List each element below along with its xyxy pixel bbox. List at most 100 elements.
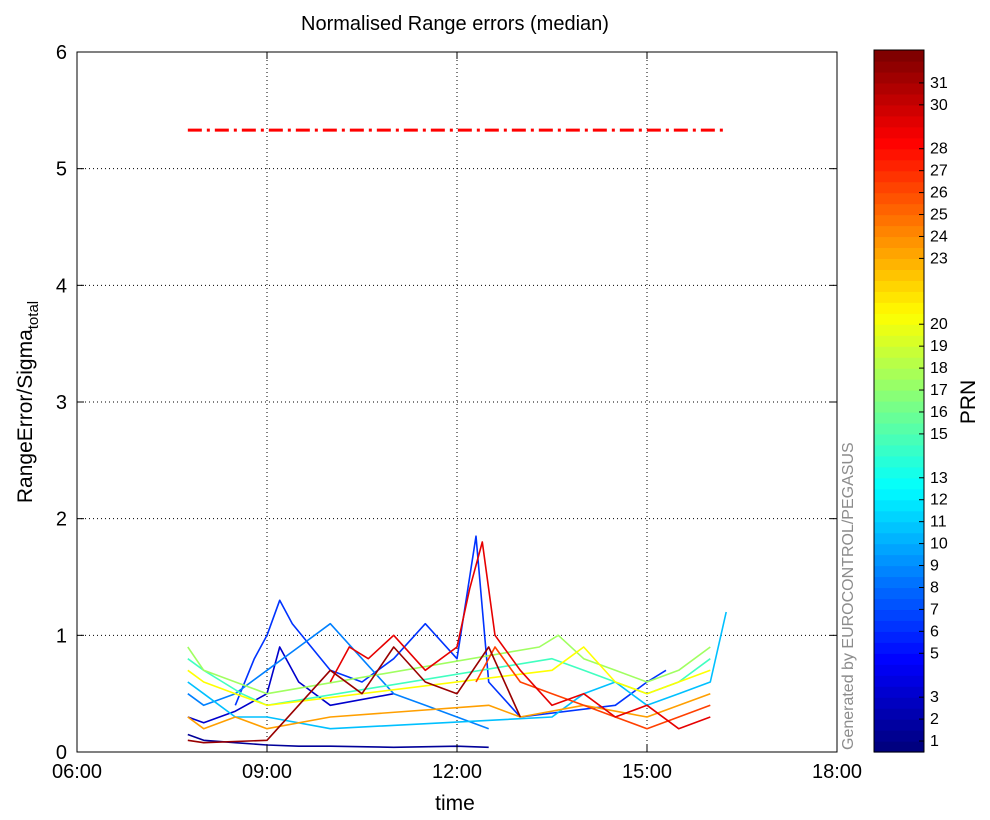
colorbar-segment: [874, 214, 924, 227]
colorbar-segment: [874, 499, 924, 512]
colorbar-segment: [874, 609, 924, 621]
colorbar-tick-label: 11: [930, 514, 947, 531]
colorbar-segment: [874, 104, 924, 117]
colorbar: [874, 50, 924, 753]
series-layer: [187, 535, 727, 749]
colorbar-tick-label: 18: [930, 360, 948, 377]
series-line-prn-5: [234, 535, 667, 718]
colorbar-tick-label: 13: [930, 470, 948, 487]
colorbar-tick-label: 10: [930, 536, 948, 553]
series-line-prn-24: [187, 692, 711, 730]
colorbar-segment: [874, 71, 924, 84]
colorbar-ticks: 1235678910111213151617181920232425262728…: [919, 75, 948, 750]
colorbar-tick-label: 30: [930, 97, 948, 114]
colorbar-segment: [874, 203, 924, 216]
colorbar-segment: [874, 291, 924, 303]
colorbar-segment: [874, 565, 924, 578]
colorbar-segment: [874, 510, 924, 523]
x-tick-label: 15:00: [622, 761, 672, 783]
y-axis-label-subscript: total: [25, 301, 42, 329]
y-axis-label: RangeError/Sigmatotal: [14, 301, 42, 503]
x-axis-label: time: [435, 792, 475, 815]
series-line-prn-11: [187, 611, 727, 730]
colorbar-segment: [874, 653, 924, 665]
colorbar-tick-label: 3: [930, 689, 939, 706]
series-line-prn-31: [187, 646, 522, 744]
colorbar-segment: [874, 664, 924, 676]
colorbar-segment: [874, 324, 924, 336]
colorbar-segment: [874, 50, 924, 62]
colorbar-segment: [874, 258, 924, 270]
series-line-prn-20: [187, 646, 711, 707]
colorbar-tick-label: 16: [930, 404, 948, 421]
colorbar-tick-label: 23: [930, 250, 948, 267]
colorbar-tick-label: 19: [930, 338, 948, 355]
colorbar-tick-label: 25: [930, 207, 948, 224]
colorbar-segment: [874, 675, 924, 687]
colorbar-segment: [874, 335, 924, 347]
colorbar-segment: [874, 686, 924, 698]
colorbar-segment: [874, 642, 924, 654]
colorbar-segment: [874, 587, 924, 600]
colorbar-segment: [874, 455, 924, 468]
colorbar-segment: [874, 126, 924, 139]
colorbar-segment: [874, 532, 924, 545]
colorbar-tick-label: 24: [930, 228, 948, 245]
colorbar-segment: [874, 302, 924, 314]
colorbar-segment: [874, 554, 924, 567]
colorbar-segment: [874, 181, 924, 194]
y-axis-ticks: 0 1 2 3 4 5 6: [56, 42, 837, 764]
colorbar-segment: [874, 576, 924, 589]
x-tick-label: 09:00: [242, 761, 292, 783]
colorbar-segment: [874, 708, 924, 720]
colorbar-tick-label: 31: [930, 75, 948, 92]
colorbar-tick-label: 28: [930, 141, 948, 158]
colorbar-segment: [874, 741, 924, 753]
watermark: Generated by EUROCONTROL/PEGASUS: [840, 442, 857, 750]
colorbar-tick-label: 27: [930, 163, 948, 180]
colorbar-segment: [874, 192, 924, 205]
y-tick-label: 1: [56, 625, 67, 647]
colorbar-segment: [874, 357, 924, 369]
y-tick-label: 4: [56, 275, 67, 297]
colorbar-tick-label: 5: [930, 645, 939, 662]
colorbar-segment: [874, 82, 924, 95]
x-axis-ticks: 06:00 09:00 12:00 15:00 18:00: [52, 52, 862, 783]
colorbar-segment: [874, 444, 924, 457]
colorbar-segment: [874, 401, 924, 413]
chart-title: Normalised Range errors (median): [301, 13, 609, 35]
y-tick-label: 3: [56, 392, 67, 414]
colorbar-segment: [874, 390, 924, 402]
y-axis-label-main: RangeError/Sigma: [14, 329, 37, 503]
colorbar-label: PRN: [957, 380, 980, 424]
colorbar-tick-label: 2: [930, 711, 939, 728]
colorbar-tick-label: 26: [930, 185, 948, 202]
colorbar-segment: [874, 137, 924, 150]
colorbar-segment: [874, 411, 924, 424]
colorbar-segment: [874, 466, 924, 479]
colorbar-segment: [874, 93, 924, 106]
colorbar-tick-label: 9: [930, 558, 939, 575]
x-tick-label: 18:00: [812, 761, 862, 783]
colorbar-segment: [874, 346, 924, 358]
colorbar-segment: [874, 488, 924, 501]
colorbar-tick-label: 1: [930, 733, 939, 750]
colorbar-segment: [874, 521, 924, 534]
colorbar-segment: [874, 368, 924, 380]
colorbar-frame: [873, 49, 925, 753]
x-tick-label: 06:00: [52, 761, 102, 783]
colorbar-segment: [874, 719, 924, 731]
colorbar-segment: [874, 598, 924, 611]
x-tick-label: 12:00: [432, 761, 482, 783]
colorbar-segment: [874, 313, 924, 325]
y-tick-label: 0: [56, 742, 67, 764]
grid-lines: [77, 52, 837, 752]
colorbar-segment: [874, 60, 924, 73]
colorbar-segment: [874, 247, 924, 260]
colorbar-tick-label: 17: [930, 382, 948, 399]
colorbar-segment: [874, 170, 924, 183]
colorbar-tick-label: 6: [930, 623, 939, 640]
colorbar-segment: [874, 379, 924, 391]
series-line-prn-30: [329, 541, 711, 730]
